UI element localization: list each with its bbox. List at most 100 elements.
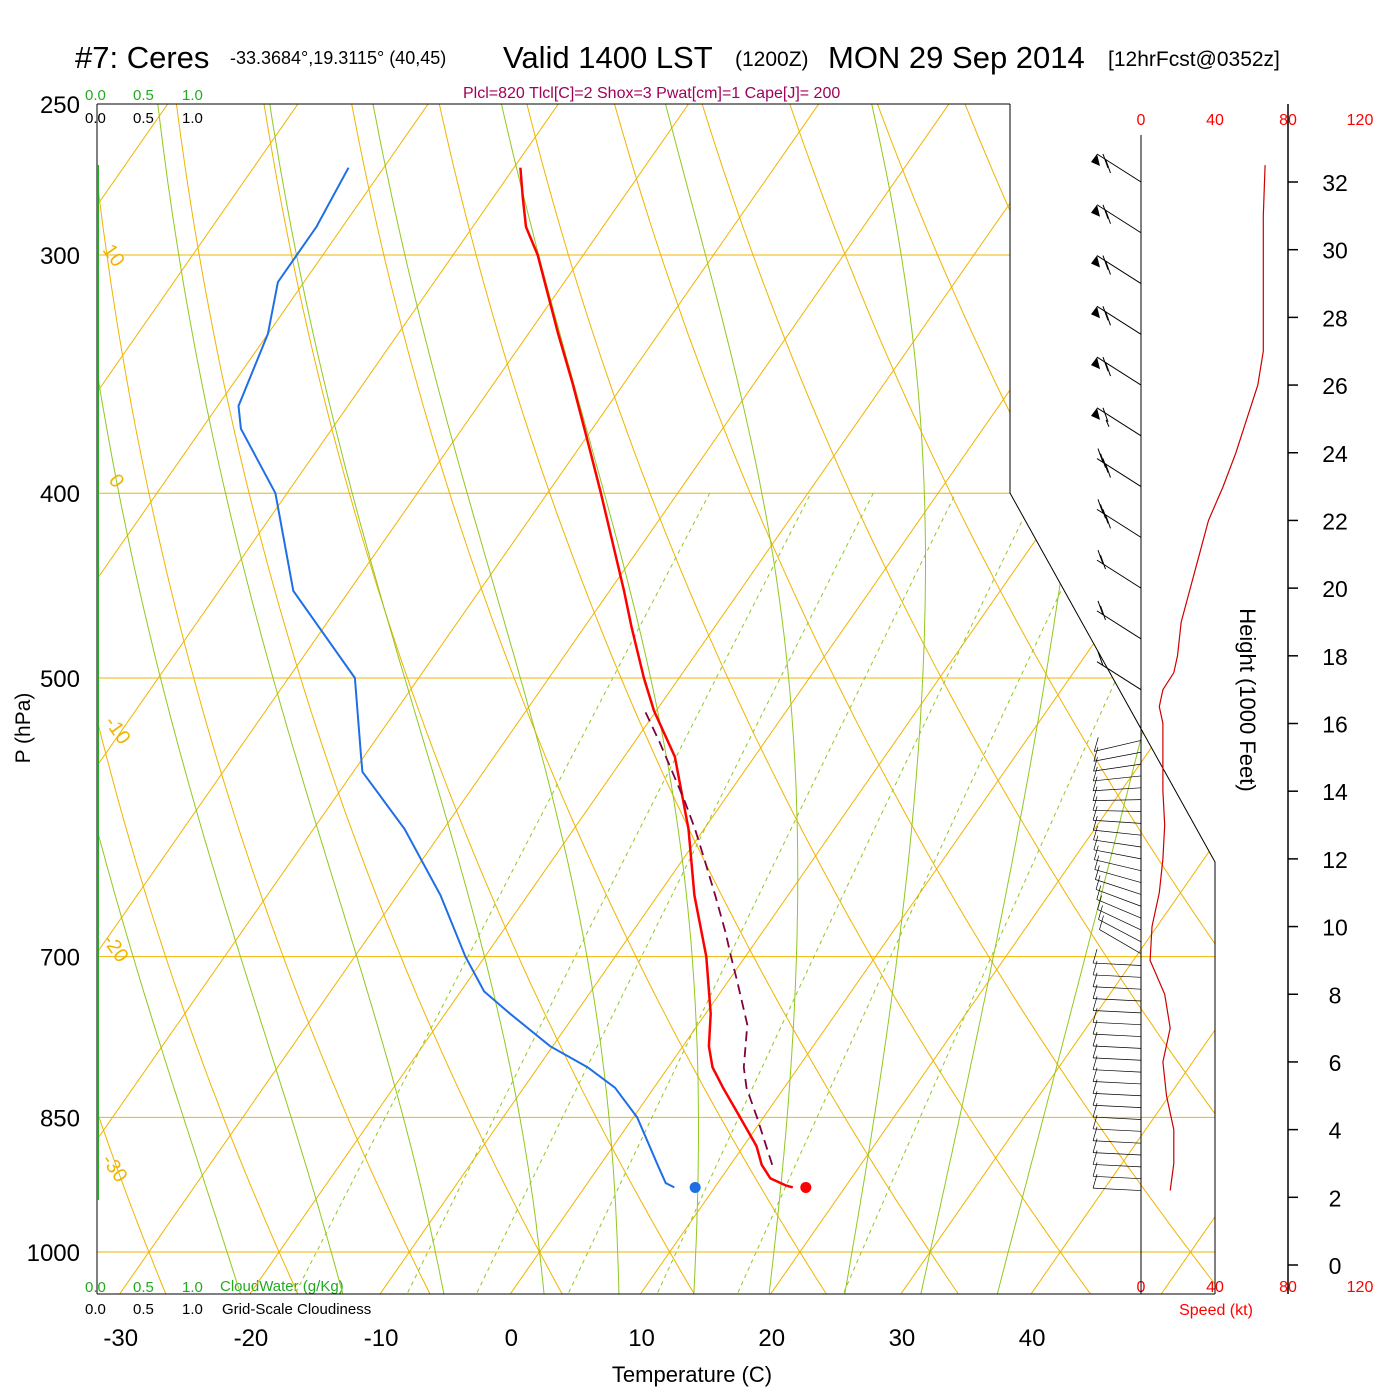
moist-adiabat — [837, 104, 926, 1294]
wind-barb-pennant — [1091, 154, 1100, 166]
wind-barb-low — [1093, 751, 1142, 762]
dry-adiabat — [852, 104, 1215, 1294]
height-tick-label: 12 — [1322, 847, 1348, 873]
wind-barb-low-feather — [1093, 845, 1099, 860]
sounding-lines — [237, 167, 812, 1193]
wind-barb-low-feather — [1092, 816, 1098, 831]
wind-barb-feather — [1102, 458, 1109, 473]
wind-barb-low — [1093, 1104, 1142, 1108]
height-tick-label: 4 — [1329, 1118, 1342, 1144]
cloudiness-top-tick: 0.0 — [85, 110, 106, 127]
wind-barb-low-feather — [1093, 737, 1099, 752]
moist-adiabat — [259, 104, 548, 1294]
cloudiness-label: Grid-Scale Cloudiness — [222, 1301, 371, 1318]
valid-date: MON 29 Sep 2014 — [828, 40, 1085, 75]
mixing-ratio-line — [657, 492, 1036, 1293]
wind-barb — [1096, 651, 1142, 691]
mixing-ratio-label: 2 — [388, 1298, 409, 1317]
wind-barb — [1096, 549, 1142, 589]
temperature-tick-label: 40 — [1019, 1325, 1046, 1352]
wind-barb-pennant — [1091, 255, 1100, 268]
dry-adiabat — [97, 104, 182, 1294]
wind-barb-low — [1093, 849, 1142, 860]
zulu-time: (1200Z) — [735, 48, 809, 71]
pressure-tick-label: 1000 — [27, 1240, 80, 1267]
isotherm-label: -10 — [100, 712, 135, 748]
wind-barb-low — [1093, 962, 1142, 966]
wind-barb-pennant — [1091, 306, 1100, 319]
wind-barb — [1091, 305, 1142, 335]
isotherm-label: 20 — [1109, 628, 1140, 659]
isotherm-line — [97, 104, 738, 1294]
isotherm-line — [614, 104, 1215, 1294]
height-tick-label: 10 — [1322, 915, 1348, 941]
mixing-ratio-label: 5 — [549, 1298, 570, 1317]
moist-adiabat — [97, 104, 353, 1294]
dry-adiabat — [338, 104, 851, 1294]
wind-barb-low-feather — [1092, 806, 1098, 821]
station-name: #7: Ceres — [75, 40, 209, 75]
wind-barb-low — [1093, 1081, 1142, 1085]
speed-axis-top: 0 40 80 120 — [1137, 112, 1374, 129]
isotherm-line — [1135, 104, 1215, 1294]
dry-adiabat — [253, 104, 717, 1294]
mixing-ratio-label: 12 — [718, 1290, 744, 1316]
sounding-indices: Plcl=820 Tlcl[C]=2 Shox=3 Pwat[cm]=1 Cap… — [463, 85, 840, 102]
wind-speed-panel — [1140, 135, 1266, 1294]
cloudiness-top-tick: 1.0 — [182, 110, 203, 127]
height-tick-label: 6 — [1329, 1050, 1342, 1076]
wind-barb-staff — [1096, 407, 1142, 437]
wind-barb-low — [1094, 740, 1142, 752]
height-tick-label: 0 — [1329, 1253, 1342, 1279]
speed-tick-top: 120 — [1347, 112, 1374, 129]
wind-barb-feather — [1105, 361, 1111, 377]
cloud-water-bottom-tick: 0.5 — [133, 1279, 154, 1296]
cloud-water-bottom-tick: 0.0 — [85, 1279, 106, 1296]
mixing-ratio-label: 3 — [457, 1298, 478, 1317]
speed-axis-label: Speed (kt) — [1179, 1302, 1253, 1319]
wind-barb — [1091, 153, 1142, 183]
wind-barb-low-feather — [1098, 905, 1103, 920]
wind-barb-feather — [1102, 306, 1109, 321]
wind-barb-low — [1093, 1069, 1142, 1073]
wind-barb-low-feather — [1092, 786, 1098, 801]
wind-barb-low — [1093, 1010, 1142, 1014]
wind-barb-low-feather — [1094, 855, 1100, 870]
cloudiness-top-tick: 0.5 — [133, 110, 154, 127]
temperature-tick-label: 0 — [505, 1325, 518, 1352]
dry-adiabat — [509, 104, 1119, 1294]
wind-barb-low — [1098, 919, 1142, 943]
wind-barb — [1091, 204, 1142, 234]
isotherm-line — [97, 104, 347, 1294]
dry-adiabat — [97, 104, 450, 1294]
wind-barb-staff — [1096, 153, 1142, 183]
wind-barb — [1091, 356, 1142, 386]
wind-barb-feather — [1100, 453, 1106, 468]
wind-barb-low — [1093, 1140, 1142, 1144]
wind-barb-feather — [1102, 407, 1109, 422]
isotherm-line — [874, 104, 1215, 1294]
station-location: -33.3684°,19.3115° (40,45) — [230, 48, 446, 68]
dry-adiabat — [766, 104, 1215, 1294]
wind-barb-low — [1093, 1116, 1142, 1120]
height-tick-label: 28 — [1322, 305, 1348, 331]
wind-barb-low — [1093, 974, 1142, 978]
valid-time: Valid 1400 LST — [503, 40, 713, 75]
wind-barb-pennant — [1091, 407, 1100, 420]
isotherm-line — [97, 104, 607, 1294]
cloudiness-scale-bottom: 0.0 0.5 1.0 Grid-Scale Cloudiness — [85, 1301, 371, 1318]
cloudiness-scale-top: 0.0 0.5 1.0 — [85, 110, 203, 127]
height-tick-label: 8 — [1329, 982, 1342, 1008]
temperature-profile — [519, 167, 794, 1189]
isotherm-label: 30 — [1177, 748, 1208, 779]
wind-barb-feather — [1105, 260, 1111, 275]
wind-barb-feather — [1100, 504, 1106, 519]
wind-barb-low — [1095, 879, 1142, 895]
moist-adiabat — [360, 104, 620, 1294]
wind-barb-staff — [1096, 305, 1142, 335]
wind-barb-low — [1093, 1187, 1142, 1191]
x-axis-label: Temperature (C) — [612, 1362, 772, 1387]
speed-tick-top: 0 — [1137, 112, 1146, 129]
height-tick-label: 16 — [1322, 712, 1348, 738]
height-tick-label: 26 — [1322, 373, 1348, 399]
